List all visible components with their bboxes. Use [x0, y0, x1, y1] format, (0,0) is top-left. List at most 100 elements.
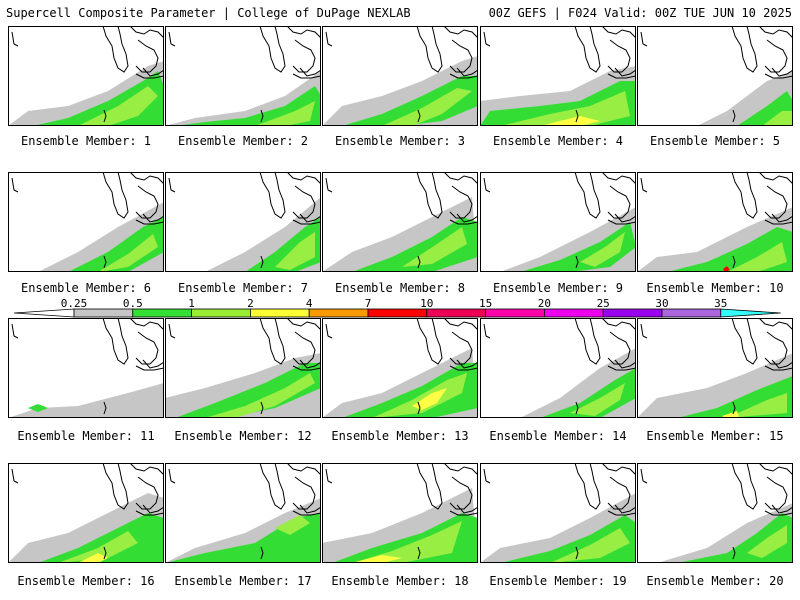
ensemble-member-caption: Ensemble Member: 19 [489, 574, 627, 588]
coastline-path [416, 172, 443, 219]
scp-contour-fill [342, 363, 478, 418]
ensemble-member-caption: Ensemble Member: 16 [17, 574, 155, 588]
coastline-path [102, 318, 129, 365]
coastline-path [758, 318, 793, 331]
coastline-path [574, 26, 601, 73]
panel-frame [637, 463, 793, 563]
coastline-path [292, 219, 321, 225]
border-path [11, 31, 19, 47]
map-panel-svg [322, 318, 478, 418]
panel-frame [165, 463, 321, 563]
coastline-path [764, 219, 793, 225]
ensemble-map-panel [480, 172, 636, 272]
coastline-path [135, 510, 164, 516]
colorbar-tick-label: 15 [479, 297, 492, 310]
scp-contour-fill [540, 368, 636, 418]
coastline-path [292, 73, 321, 79]
colorbar-tick-label: 25 [597, 297, 610, 310]
ensemble-member-caption: Ensemble Member: 4 [492, 134, 624, 148]
river-path [103, 255, 107, 269]
river-path [732, 546, 736, 560]
colorbar-segment [191, 308, 251, 318]
coastline-path [456, 67, 478, 77]
border-path [168, 323, 176, 339]
panel-frame [8, 318, 164, 418]
scp-contour-fill [570, 383, 625, 416]
colorbar-tick-label: 10 [420, 297, 433, 310]
coastline-path [449, 219, 478, 225]
coastline-path [607, 185, 631, 219]
coastline-path [299, 67, 321, 77]
coastline-path [449, 365, 478, 371]
coastline-path [607, 39, 631, 73]
panel-frame [480, 26, 636, 126]
panel-frame [322, 172, 478, 272]
river-path [417, 255, 421, 269]
coastline-path [764, 39, 788, 73]
ensemble-member-caption: Ensemble Member: 8 [334, 281, 466, 295]
map-panel-svg [165, 172, 321, 272]
coastline-path [771, 359, 793, 369]
scp-contour-fill [412, 388, 447, 410]
ensemble-map-panel [480, 463, 636, 563]
coastline-path [416, 463, 443, 510]
river-path [417, 109, 421, 123]
coastline-path [443, 172, 478, 185]
coastline-path [771, 504, 793, 514]
ensemble-member-caption: Ensemble Member: 14 [489, 429, 627, 443]
colorbar-tick-label: 35 [714, 297, 727, 310]
coastline-path [456, 504, 478, 514]
coastline-path [129, 26, 164, 39]
scp-contour-fill [78, 86, 158, 126]
ensemble-member-caption: Ensemble Member: 15 [646, 429, 784, 443]
panel-frame [480, 318, 636, 418]
coastline-path [758, 172, 793, 185]
coastline-path [135, 185, 159, 219]
scp-contour-fill [28, 404, 48, 412]
ensemble-map-panel [480, 318, 636, 418]
scp-contour-fill [727, 242, 787, 272]
map-panel-svg [322, 463, 478, 563]
ensemble-member-caption: Ensemble Member: 1 [20, 134, 152, 148]
scp-contour-fill [342, 76, 478, 126]
coastline-path [142, 504, 164, 514]
ensemble-member-caption: Ensemble Member: 3 [334, 134, 466, 148]
coastline-path [135, 39, 159, 73]
border-path [325, 468, 333, 484]
coastline-path [764, 331, 788, 365]
ensemble-member-caption: Ensemble Member: 20 [646, 574, 784, 588]
colorbar-tick-label: 1 [188, 297, 195, 310]
ensemble-member-caption: Ensemble Member: 7 [177, 281, 309, 295]
coastline-path [771, 213, 793, 223]
coastline-path [764, 476, 788, 510]
map-panel-svg [480, 463, 636, 563]
coastline-path [731, 172, 758, 219]
scp-contour-fill [58, 531, 138, 563]
border-path [483, 31, 491, 47]
map-panel-svg [637, 463, 793, 563]
scp-contour-fill [165, 513, 321, 563]
map-panel-svg [165, 463, 321, 563]
river-path [732, 401, 736, 415]
colorbar-segment [132, 308, 193, 318]
map-panel-svg [322, 26, 478, 126]
ensemble-map-panel [165, 463, 321, 563]
map-panel-svg [8, 463, 164, 563]
scp-contour-fill [352, 217, 478, 272]
river-path [732, 109, 736, 123]
border-path [325, 323, 333, 339]
colorbar-high-tail [720, 308, 781, 318]
coastline-path [758, 463, 793, 476]
coastline-path [607, 219, 636, 225]
coastline-path [764, 365, 793, 371]
coastline-path [601, 26, 636, 39]
coastline-path [135, 331, 159, 365]
coastline-path [607, 476, 631, 510]
coastline-path [416, 318, 443, 365]
coastline-path [614, 359, 636, 369]
colorbar-segment [661, 308, 722, 318]
coastline-path [286, 172, 321, 185]
panel-frame [480, 172, 636, 272]
border-path [640, 323, 648, 339]
colorbar-segment [602, 308, 663, 318]
